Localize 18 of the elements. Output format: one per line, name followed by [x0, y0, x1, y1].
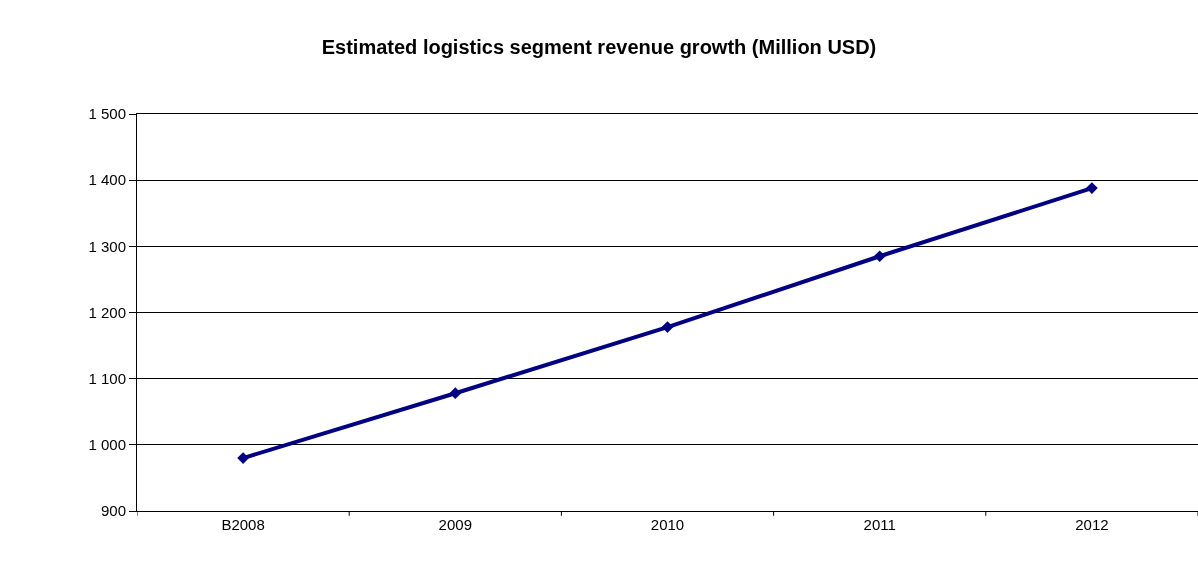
point	[661, 321, 674, 333]
y-tick-label: 1 100	[88, 369, 126, 387]
y-tick-label: 1 400	[88, 171, 126, 189]
y-tick-label: 900	[100, 502, 126, 520]
y-tick-label: 1 000	[88, 436, 126, 454]
x-tick-label: 2012	[1075, 516, 1109, 533]
x-tick-label: B2008	[221, 516, 265, 533]
point	[449, 387, 462, 400]
y-tick-label: 1 500	[88, 105, 126, 123]
point	[873, 250, 886, 263]
x-tick-label: 2009	[438, 516, 472, 533]
chart-title: Estimated logistics segment revenue growth (Million USD)	[321, 36, 877, 58]
x-tick-label: 2010	[650, 516, 685, 533]
point	[237, 452, 249, 464]
y-tick-label: 1 200	[88, 303, 126, 321]
x-tick-label: 2011	[863, 516, 896, 533]
point	[1086, 182, 1098, 194]
y-tick-label: 1 300	[88, 237, 126, 255]
